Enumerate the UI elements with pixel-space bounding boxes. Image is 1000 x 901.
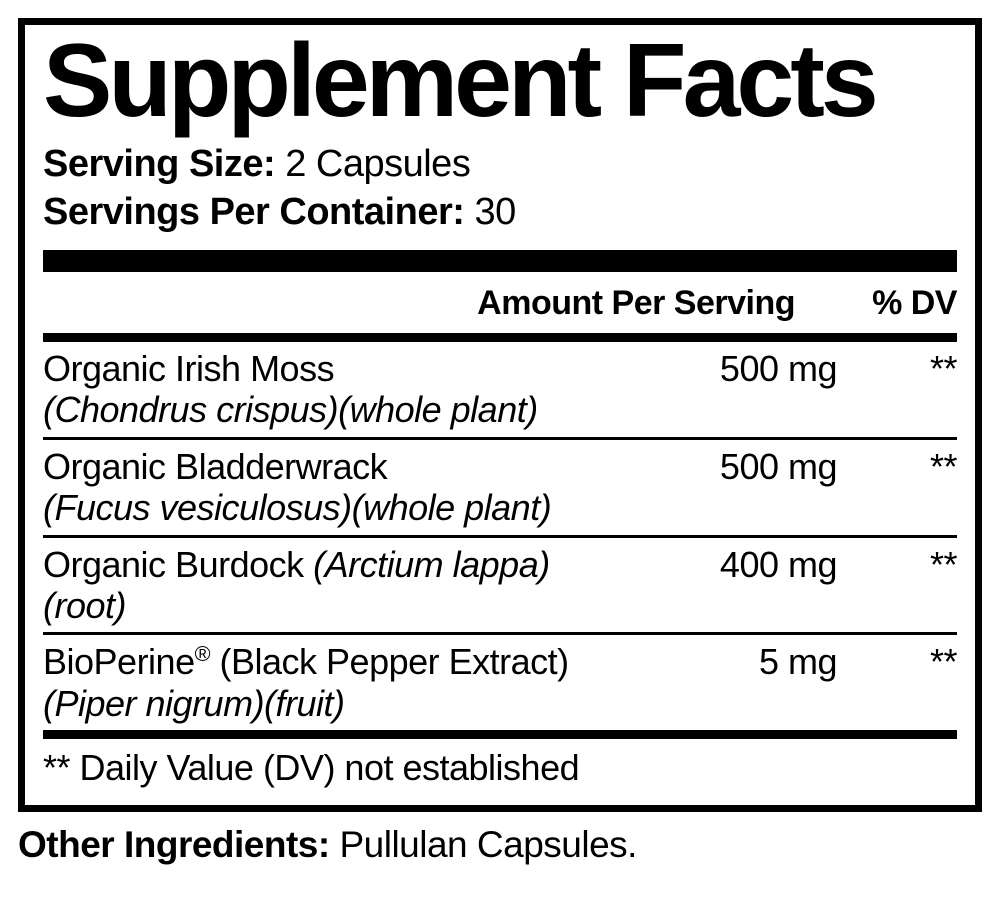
servings-per-line: Servings Per Container: 30 (43, 189, 957, 237)
other-ingredients: Other Ingredients: Pullulan Capsules. (18, 824, 982, 866)
ingredient-amount: 5 mg (617, 641, 837, 682)
ingredient-dv: ** (837, 446, 957, 487)
dv-footnote: ** Daily Value (DV) not established (43, 739, 957, 793)
supplement-facts-panel: Supplement Facts Serving Size: 2 Capsule… (18, 18, 982, 812)
column-header: Amount Per Serving % DV (43, 272, 957, 333)
serving-size-label: Serving Size: (43, 143, 275, 185)
rule-thick-top (43, 250, 957, 272)
servings-per-value: 30 (474, 191, 515, 233)
ingredient-name: BioPerine® (Black Pepper Extract)(Piper … (43, 641, 617, 724)
ingredient-row: BioPerine® (Black Pepper Extract)(Piper … (43, 635, 957, 730)
other-ingredients-value: Pullulan Capsules. (339, 824, 636, 865)
ingredient-row: Organic Bladderwrack(Fucus vesiculosus)(… (43, 440, 957, 535)
servings-per-label: Servings Per Container: (43, 191, 464, 233)
other-ingredients-label: Other Ingredients: (18, 824, 330, 865)
ingredient-name: Organic Bladderwrack(Fucus vesiculosus)(… (43, 446, 617, 529)
ingredient-dv: ** (837, 544, 957, 585)
ingredient-amount: 500 mg (617, 446, 837, 487)
serving-size-line: Serving Size: 2 Capsules (43, 141, 957, 189)
col-dv: % DV (847, 284, 957, 323)
ingredient-row: Organic Burdock (Arctium lappa)(root)400… (43, 538, 957, 633)
ingredient-dv: ** (837, 641, 957, 682)
rule-under-header (43, 333, 957, 342)
ingredient-amount: 400 mg (617, 544, 837, 585)
rule-above-footnote (43, 730, 957, 739)
col-amount: Amount Per Serving (477, 284, 795, 323)
ingredient-amount: 500 mg (617, 348, 837, 389)
ingredient-name: Organic Burdock (Arctium lappa)(root) (43, 544, 617, 627)
serving-info: Serving Size: 2 Capsules Servings Per Co… (43, 141, 957, 236)
ingredient-dv: ** (837, 348, 957, 389)
ingredient-row: Organic Irish Moss(Chondrus crispus)(who… (43, 342, 957, 437)
serving-size-value: 2 Capsules (285, 143, 470, 185)
ingredients-table: Organic Irish Moss(Chondrus crispus)(who… (43, 342, 957, 730)
panel-title: Supplement Facts (43, 29, 957, 133)
ingredient-name: Organic Irish Moss(Chondrus crispus)(who… (43, 348, 617, 431)
